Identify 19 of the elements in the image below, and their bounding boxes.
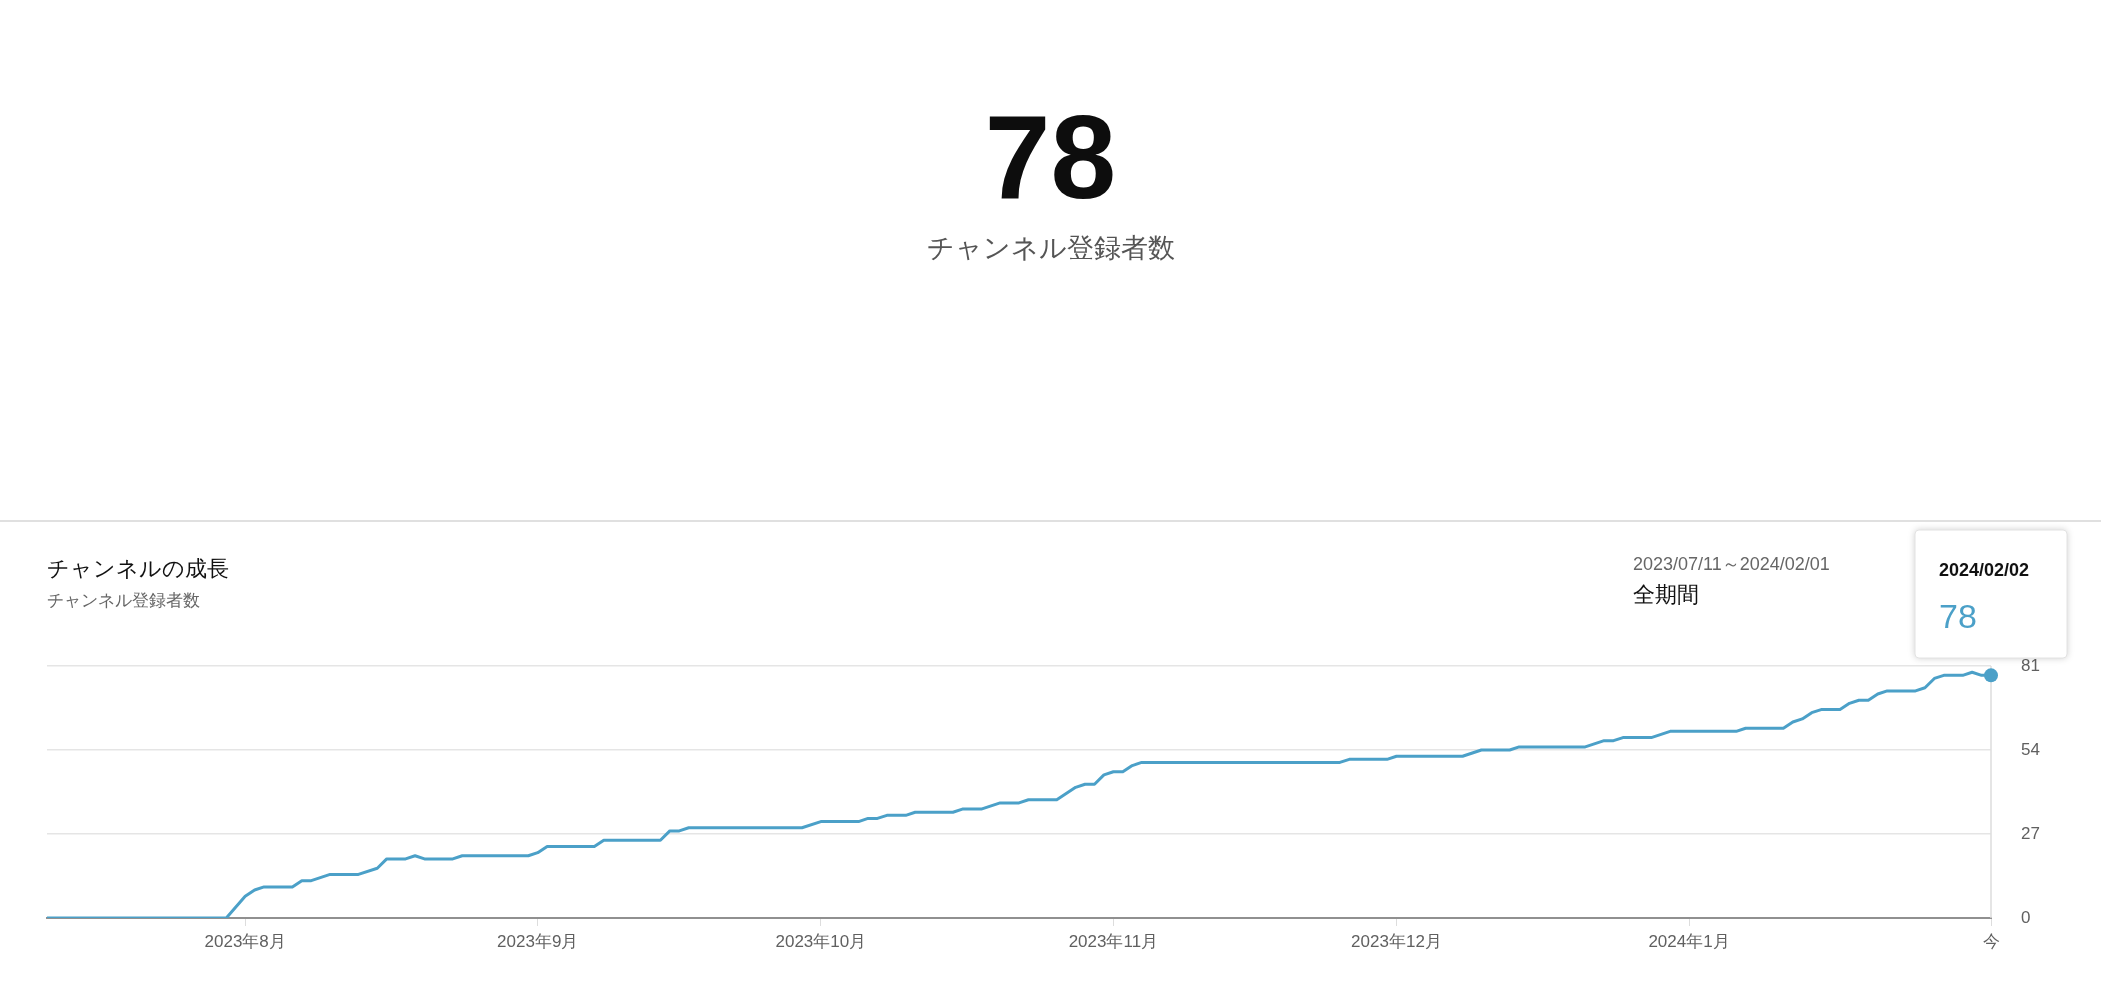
x-tick-label: 2023年12月: [1351, 931, 1442, 951]
text: 78: [1939, 597, 1977, 635]
y-tick-label: 81: [2021, 655, 2040, 675]
chart-title: チャンネルの成長: [47, 555, 229, 583]
chart-subtitle: チャンネル登録者数: [47, 590, 200, 612]
x-tick-label: 2023年9月: [497, 931, 579, 951]
x-tick-label: 今: [1982, 931, 2000, 951]
y-tick-label: 54: [2021, 739, 2040, 759]
x-tick-label: 2024年1月: [1648, 931, 1730, 951]
text: チャンネル登録者数: [925, 232, 1176, 265]
text: 2024/02/02: [1939, 560, 2030, 580]
y-tick-label: 27: [2021, 823, 2040, 843]
text: 全期間: [1633, 581, 1699, 609]
x-tick-label: 2023年11月: [1068, 931, 1159, 951]
text: 2023/07/11～2024/02/01: [1633, 553, 1830, 576]
y-tick-label: 0: [2021, 907, 2031, 927]
x-tick-label: 2023年8月: [204, 931, 286, 951]
x-tick-label: 2023年10月: [775, 931, 867, 951]
text: 78: [983, 91, 1118, 223]
